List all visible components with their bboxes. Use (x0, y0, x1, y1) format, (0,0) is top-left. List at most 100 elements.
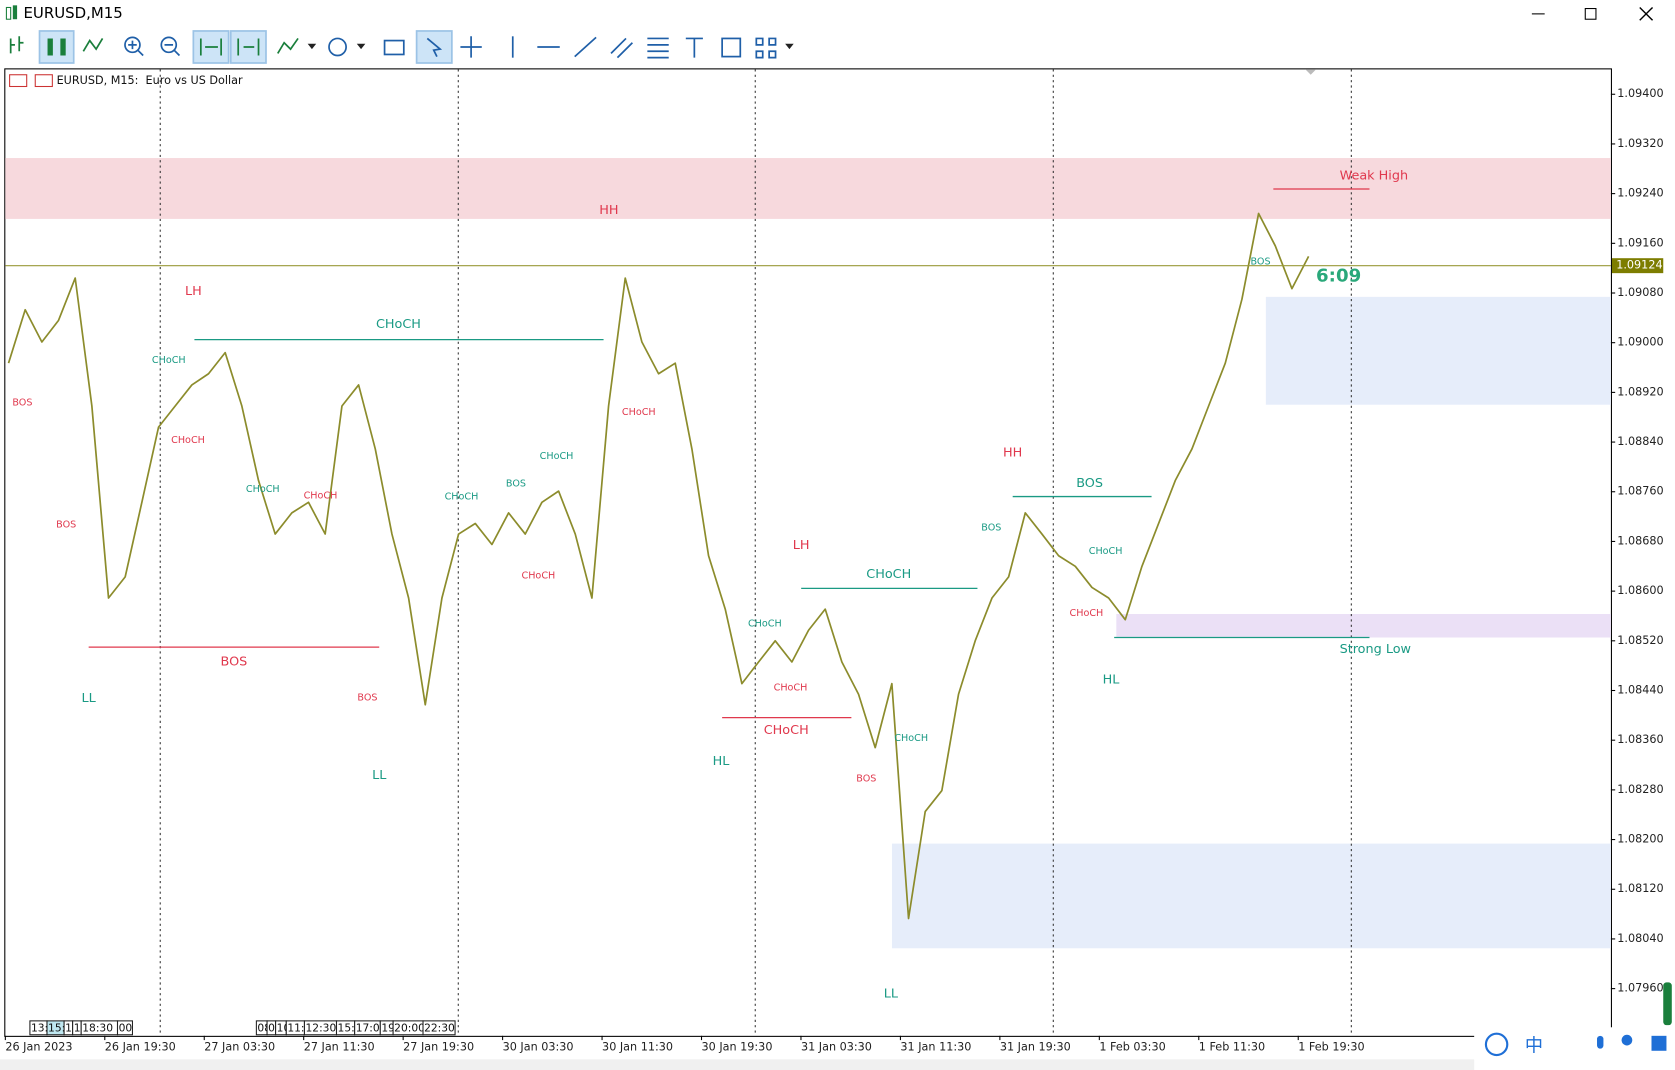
chart-header: EURUSD, M15: Euro vs US Dollar (57, 74, 243, 87)
structure-label: BOS (56, 519, 76, 530)
structure-label: CHoCH (246, 484, 280, 495)
y-tick-label: 1.08760 (1617, 485, 1663, 498)
structure-label: HH (1003, 445, 1022, 460)
ime-bar (1474, 1027, 1675, 1070)
screenshot-button[interactable] (383, 39, 405, 56)
structure-label: HH (599, 203, 618, 218)
cursor-button[interactable] (426, 37, 443, 57)
demand-zone (891, 843, 1611, 949)
candles-button[interactable] (47, 38, 66, 56)
price-line (7, 212, 1310, 920)
structure-label: BOS (12, 398, 32, 409)
structure-label: CHoCH (152, 355, 186, 366)
y-tick-label: 1.08840 (1617, 435, 1663, 448)
y-tick-label: 1.09240 (1617, 187, 1663, 200)
session-label: 18:30 (82, 1021, 113, 1034)
session-label: 1 (65, 1021, 72, 1034)
x-tick-label: 1 Feb 03:30 (1099, 1041, 1165, 1054)
mic-icon[interactable] (1597, 1035, 1604, 1049)
toolbar-active (38, 30, 75, 64)
structure-label: BOS (1076, 476, 1103, 491)
shapes-button[interactable] (721, 37, 742, 58)
structure-label: CHoCH (764, 723, 809, 738)
text-button[interactable] (685, 37, 703, 58)
session-label: 11: (287, 1021, 304, 1034)
x-tick-label: 31 Jan 19:30 (1000, 1041, 1071, 1054)
session-box (116, 1020, 133, 1036)
volume-slider[interactable] (1663, 982, 1672, 1026)
y-tick-label: 1.08280 (1617, 783, 1663, 796)
x-tick-label: 30 Jan 19:30 (702, 1041, 773, 1054)
restore-button[interactable] (1584, 8, 1597, 20)
x-tick-label: 31 Jan 11:30 (900, 1041, 971, 1054)
toolbar-active (415, 30, 453, 64)
session-label: 20:00 (394, 1021, 425, 1034)
structure-label: CHoCH (540, 451, 574, 462)
structure-label: CHoCH (622, 407, 656, 418)
x-tick-label: 26 Jan 2023 (5, 1041, 72, 1054)
structure-label: Strong Low (1340, 642, 1411, 657)
structure-label: CHoCH (1089, 546, 1123, 557)
header-icon (34, 74, 53, 88)
structure-label: CHoCH (748, 619, 782, 630)
shift-button[interactable] (237, 38, 260, 56)
user-icon[interactable] (1621, 1034, 1633, 1046)
zoom-out-button[interactable] (160, 36, 178, 54)
session-label: 19 (381, 1021, 395, 1034)
ime-icon[interactable] (1484, 1032, 1509, 1057)
y-tick-label: 1.08200 (1617, 833, 1663, 846)
objects-button[interactable] (755, 37, 777, 59)
line-chart-button[interactable] (82, 38, 104, 52)
autoscroll-button[interactable] (199, 38, 222, 56)
session-label: 22:30 (424, 1021, 455, 1034)
structure-label: HL (1103, 673, 1121, 688)
x-tick-label: 30 Jan 11:30 (602, 1041, 673, 1054)
session-label: 15: (338, 1021, 355, 1034)
bar-timer: 6:09 (1316, 266, 1361, 287)
window-title: EURUSD,M15 (24, 4, 123, 22)
app-icon (12, 5, 18, 20)
fibo-button[interactable] (647, 37, 669, 59)
trendline-button[interactable] (574, 36, 597, 58)
crosshair-button[interactable] (460, 36, 482, 58)
y-tick-label: 1.09320 (1617, 137, 1663, 150)
session-label: 0 (268, 1021, 275, 1034)
separators (159, 69, 1352, 1036)
timeframe-button[interactable] (328, 37, 347, 57)
structure-lines (88, 188, 1370, 719)
x-tick-label: 31 Jan 03:30 (801, 1041, 872, 1054)
session-label: 12:30 (306, 1021, 337, 1034)
close-button[interactable] (1639, 6, 1654, 21)
structure-label: CHoCH (774, 683, 808, 694)
y-tick-label: 1.08680 (1617, 534, 1663, 547)
channel-button[interactable] (610, 37, 634, 59)
y-tick-label: 1.09080 (1617, 286, 1663, 299)
x-tick-label: 26 Jan 19:30 (105, 1041, 176, 1054)
structure-label: LH (185, 284, 202, 299)
current-price-label: 1.09124 (1616, 259, 1662, 272)
shift-marker (1305, 69, 1317, 75)
demand-zone (1265, 296, 1611, 405)
supply-zone (5, 158, 1611, 219)
x-tick-label: 1 Feb 11:30 (1199, 1041, 1265, 1054)
apps-icon[interactable] (1651, 1035, 1667, 1051)
structure-label: LL (884, 987, 899, 1002)
y-tick-label: 1.09000 (1617, 336, 1663, 349)
y-tick-label: 1.08520 (1617, 634, 1663, 647)
app-icon (5, 6, 12, 20)
ime-language[interactable]: 中 (1525, 1036, 1543, 1057)
session-box (422, 1020, 456, 1036)
structure-label: Weak High (1340, 169, 1409, 184)
zoom-in-button[interactable] (124, 36, 141, 54)
structure-label: BOS (506, 479, 526, 490)
structure-label: HL (713, 754, 731, 769)
structure-label: BOS (856, 773, 876, 784)
session-label: 17:0 (356, 1021, 380, 1034)
structure-label: LL (372, 768, 387, 783)
bar-chart-button[interactable] (9, 36, 24, 54)
indicators-button[interactable] (277, 37, 299, 54)
structure-label: CHoCH (304, 490, 338, 501)
x-tick-label: 30 Jan 03:30 (503, 1041, 574, 1054)
toolbar (9, 30, 794, 64)
